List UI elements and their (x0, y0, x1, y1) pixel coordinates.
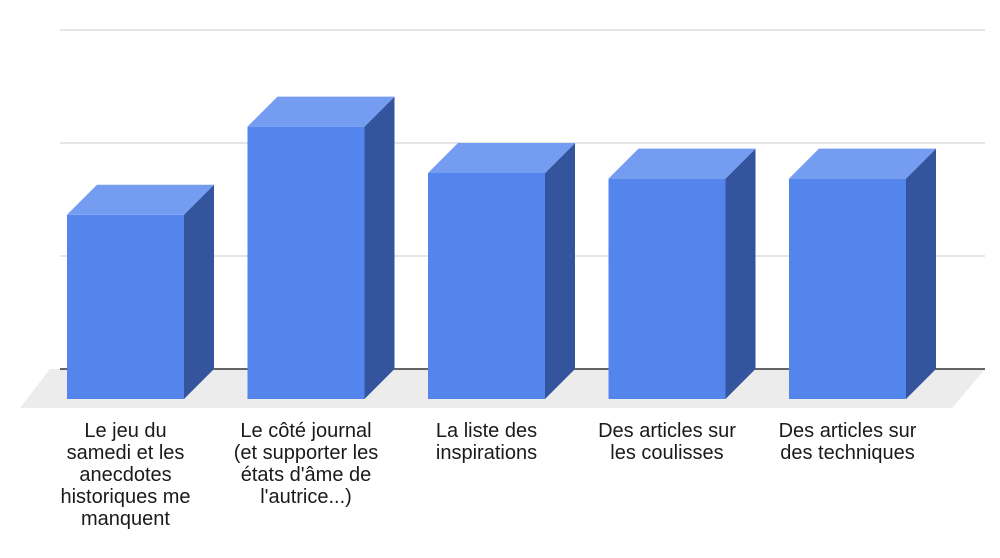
x-tick-label-line: Le jeu du (84, 420, 167, 442)
bar-top (247, 96, 395, 127)
bar-1 (67, 184, 214, 399)
x-tick-label-line: inspirations (435, 442, 538, 464)
bar-3 (428, 143, 575, 399)
x-tick-label-line: Des articles sur (598, 420, 736, 442)
x-tick-label: Le jeu du samedi et les anecdotes historiqu… (41, 420, 211, 530)
bar-5 (789, 148, 936, 399)
bar-side (725, 148, 756, 399)
bar-top (608, 148, 756, 179)
x-tick-label-line: (et supporter les (233, 442, 379, 464)
bar-side (184, 184, 214, 399)
bar-top (67, 184, 214, 215)
bar-front (608, 178, 726, 399)
x-tick-label-line: états d'âme de (240, 464, 372, 486)
x-tick-label: La liste des inspirations (402, 420, 572, 464)
bar-top (789, 148, 936, 179)
x-tick-label: Le côté journal (et supporter les états d'… (221, 420, 391, 508)
bar-front (247, 126, 365, 400)
x-tick-label-line: l'autrice...) (260, 486, 352, 508)
x-tick-label: Des articles sur des techniques (763, 420, 933, 464)
bar-front (789, 178, 906, 399)
x-tick-label-line: anecdotes (79, 464, 172, 486)
bar-front (67, 214, 184, 399)
bars (67, 96, 936, 400)
x-tick-label-line: les coulisses (610, 442, 724, 464)
bar-top (428, 143, 575, 173)
bar-front (428, 173, 545, 399)
x-tick-label: Des articles sur les coulisses (582, 420, 752, 464)
x-tick-label-line: La liste des (435, 420, 538, 442)
x-tick-label-line: manquent (81, 508, 170, 530)
x-tick-label-line: Des articles sur (778, 420, 917, 442)
bar-side (364, 96, 395, 400)
bar-2 (247, 96, 395, 400)
x-tick-label-line: Le côté journal (240, 420, 372, 442)
bar-side (906, 148, 936, 399)
bar-side (545, 143, 575, 399)
x-tick-label-line: historiques me (60, 486, 191, 508)
bar-4 (608, 148, 756, 399)
x-tick-label-line: samedi et les (66, 442, 185, 464)
x-tick-label-line: des techniques (780, 442, 915, 464)
